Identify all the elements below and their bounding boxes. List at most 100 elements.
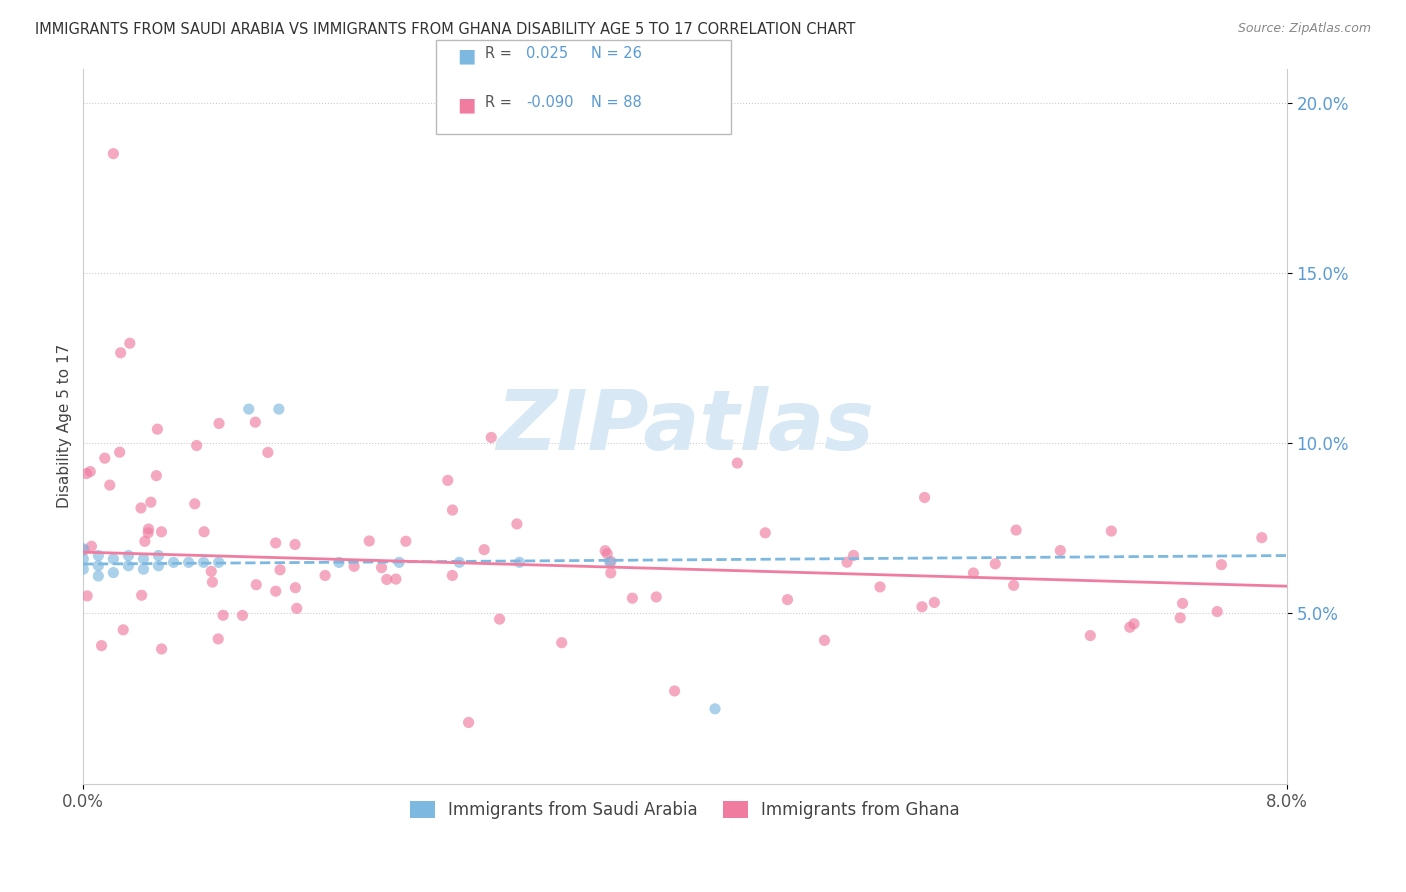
Point [150,642,173,657]
Point [869,580,891,594]
Point [117,549,139,563]
Point [201,575,224,590]
Legend: Immigrants from Saudi Arabia, Immigrants from Ghana: Immigrants from Saudi Arabia, Immigrants… [404,794,966,825]
Point [231,608,253,623]
Point [1211,558,1233,572]
Point [596,547,619,561]
Point [457,715,479,730]
Point [599,566,621,580]
Point [207,632,229,646]
Point [388,555,411,569]
Point [264,536,287,550]
Point [138,522,160,536]
Point [94,451,117,466]
Point [1078,629,1101,643]
Point [108,445,131,459]
Point [813,633,835,648]
Point [132,552,155,566]
Text: ■: ■ [457,95,475,114]
Point [72,541,94,556]
Point [664,684,686,698]
Point [103,552,125,566]
Point [184,497,207,511]
Point [72,552,94,566]
Point [136,525,159,540]
Point [385,572,408,586]
Point [472,542,495,557]
Point [1250,531,1272,545]
Point [370,560,392,574]
Point [150,524,173,539]
Text: N = 88: N = 88 [591,95,641,110]
Point [177,555,200,569]
Point [924,595,946,609]
Point [212,608,235,623]
Point [1002,578,1025,592]
Point [593,543,616,558]
Point [328,555,350,569]
Point [314,568,336,582]
Point [269,563,291,577]
Point [87,549,110,563]
Point [284,537,307,551]
Point [267,402,290,417]
Point [245,578,267,592]
Point [1099,524,1122,538]
Point [754,525,776,540]
Point [599,555,621,569]
Point [193,524,215,539]
Point [145,468,167,483]
Point [80,539,103,553]
Text: 0.025: 0.025 [526,45,568,61]
Point [551,636,574,650]
Point [704,702,727,716]
Point [506,516,529,531]
Point [285,601,308,615]
Point [208,555,231,569]
Point [200,565,222,579]
Point [75,467,97,481]
Point [1005,523,1028,537]
Point [1171,596,1194,610]
Point [73,543,96,558]
Point [441,503,464,517]
Point [72,562,94,576]
Y-axis label: Disability Age 5 to 17: Disability Age 5 to 17 [58,344,72,508]
Point [193,555,215,569]
Point [621,591,644,606]
Point [148,549,170,563]
Point [112,623,135,637]
Point [186,438,208,452]
Point [110,346,132,360]
Point [146,422,169,436]
Point [911,599,934,614]
Point [76,589,98,603]
Point [162,555,184,569]
Text: -0.090: -0.090 [526,95,574,110]
Point [131,588,153,602]
Point [343,559,366,574]
Point [776,592,799,607]
Point [1206,605,1229,619]
Point [395,534,418,549]
Point [375,573,398,587]
Point [257,445,280,459]
Point [508,555,530,569]
Point [139,495,162,509]
Point [842,549,865,563]
Text: IMMIGRANTS FROM SAUDI ARABIA VS IMMIGRANTS FROM GHANA DISABILITY AGE 5 TO 17 COR: IMMIGRANTS FROM SAUDI ARABIA VS IMMIGRAN… [35,22,855,37]
Point [132,562,155,576]
Point [90,639,112,653]
Text: ■: ■ [457,46,475,65]
Point [835,555,858,569]
Point [984,557,1007,571]
Point [1168,611,1191,625]
Point [87,569,110,583]
Point [479,430,502,444]
Point [79,465,101,479]
Point [359,534,381,549]
Point [98,478,121,492]
Point [238,402,260,417]
Point [436,474,458,488]
Text: Source: ZipAtlas.com: Source: ZipAtlas.com [1237,22,1371,36]
